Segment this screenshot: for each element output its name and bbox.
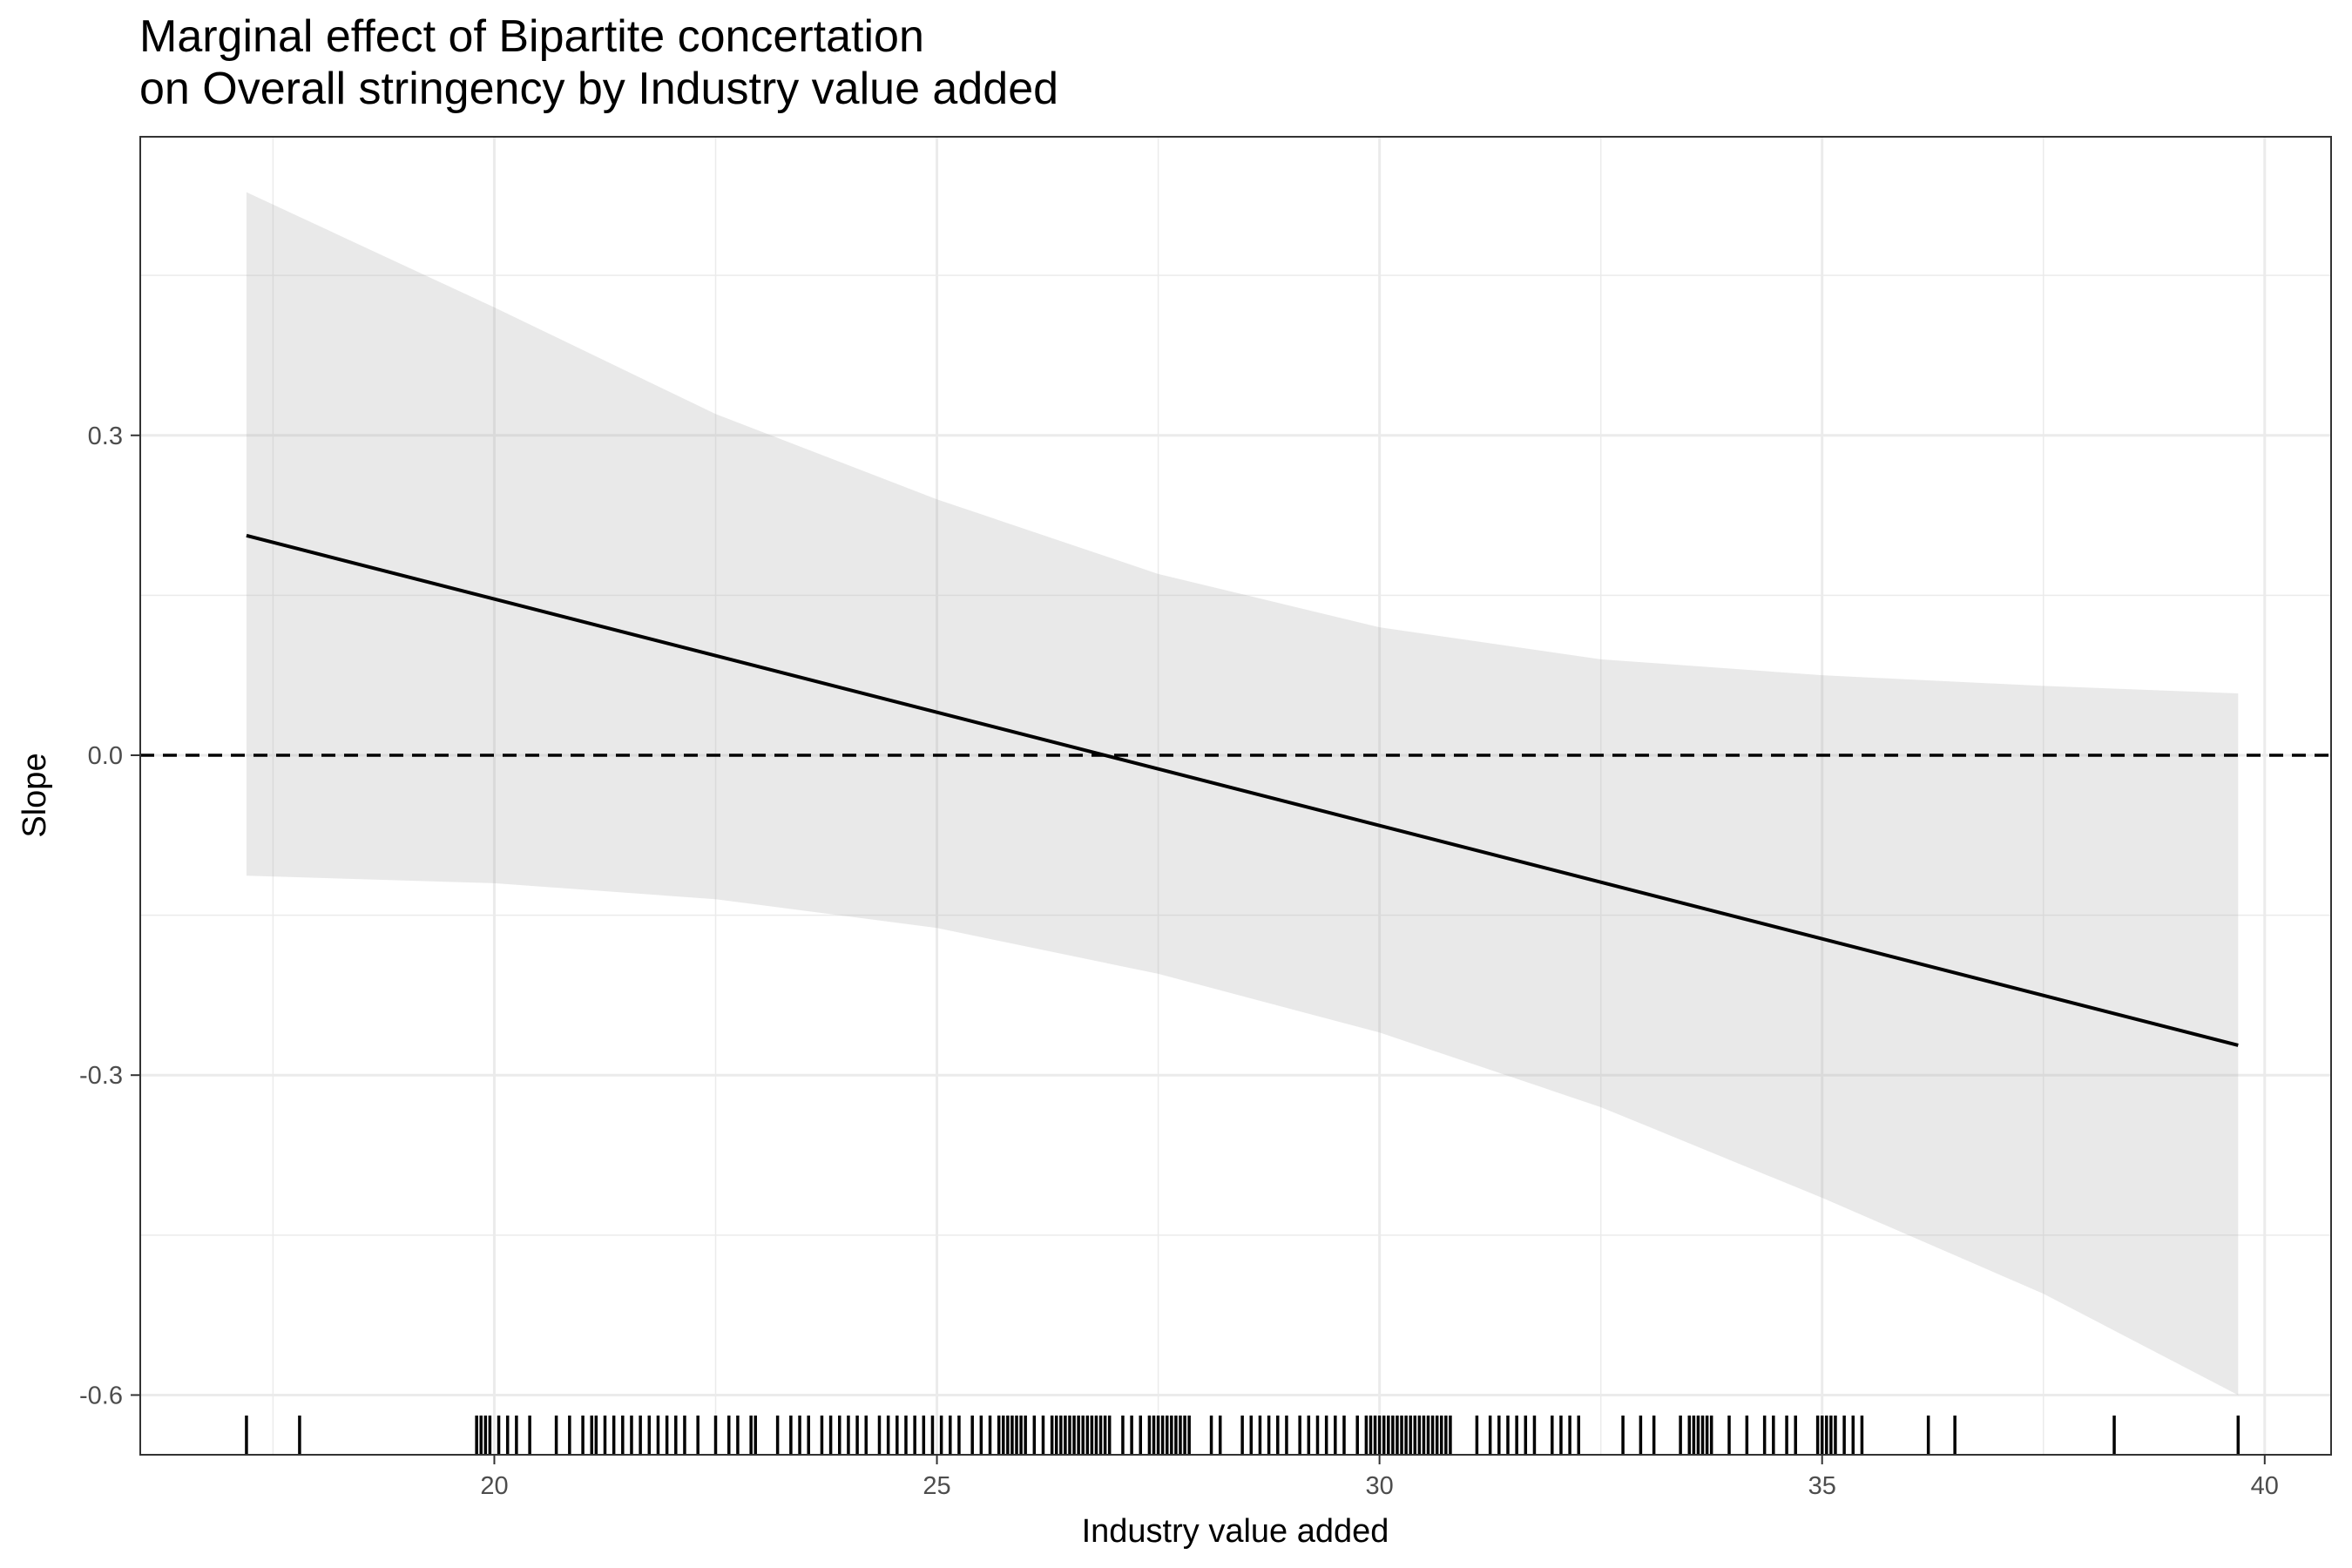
x-tick-label: 25 (923, 1472, 950, 1500)
x-tick-label: 30 (1365, 1472, 1393, 1500)
y-axis: 0.3 0.0 -0.3 -0.6 (79, 422, 140, 1409)
confidence-band-layer (246, 192, 2239, 1396)
chart-subtitle: on Overall stringency by Industry value … (139, 64, 1059, 114)
y-tick-label: 0.0 (88, 742, 123, 770)
y-tick-label: -0.6 (79, 1382, 123, 1409)
y-tick-label: 0.3 (88, 422, 123, 450)
x-axis-title: Industry value added (1082, 1513, 1389, 1550)
rug (245, 1416, 2240, 1455)
x-tick-label: 20 (480, 1472, 508, 1500)
chart-title: Marginal effect of Bipartite concertatio… (139, 11, 924, 62)
confidence-band (246, 192, 2239, 1396)
y-axis-title: Slope (17, 753, 53, 837)
x-tick-label: 40 (2251, 1472, 2279, 1500)
x-axis: 20 25 30 35 40 (480, 1455, 2279, 1500)
y-tick-label: -0.3 (79, 1062, 123, 1090)
panel-border (139, 136, 2332, 1456)
slope-line-layer (246, 533, 2239, 1047)
x-tick-label: 35 (1808, 1472, 1836, 1500)
slope-line (246, 533, 2239, 1047)
